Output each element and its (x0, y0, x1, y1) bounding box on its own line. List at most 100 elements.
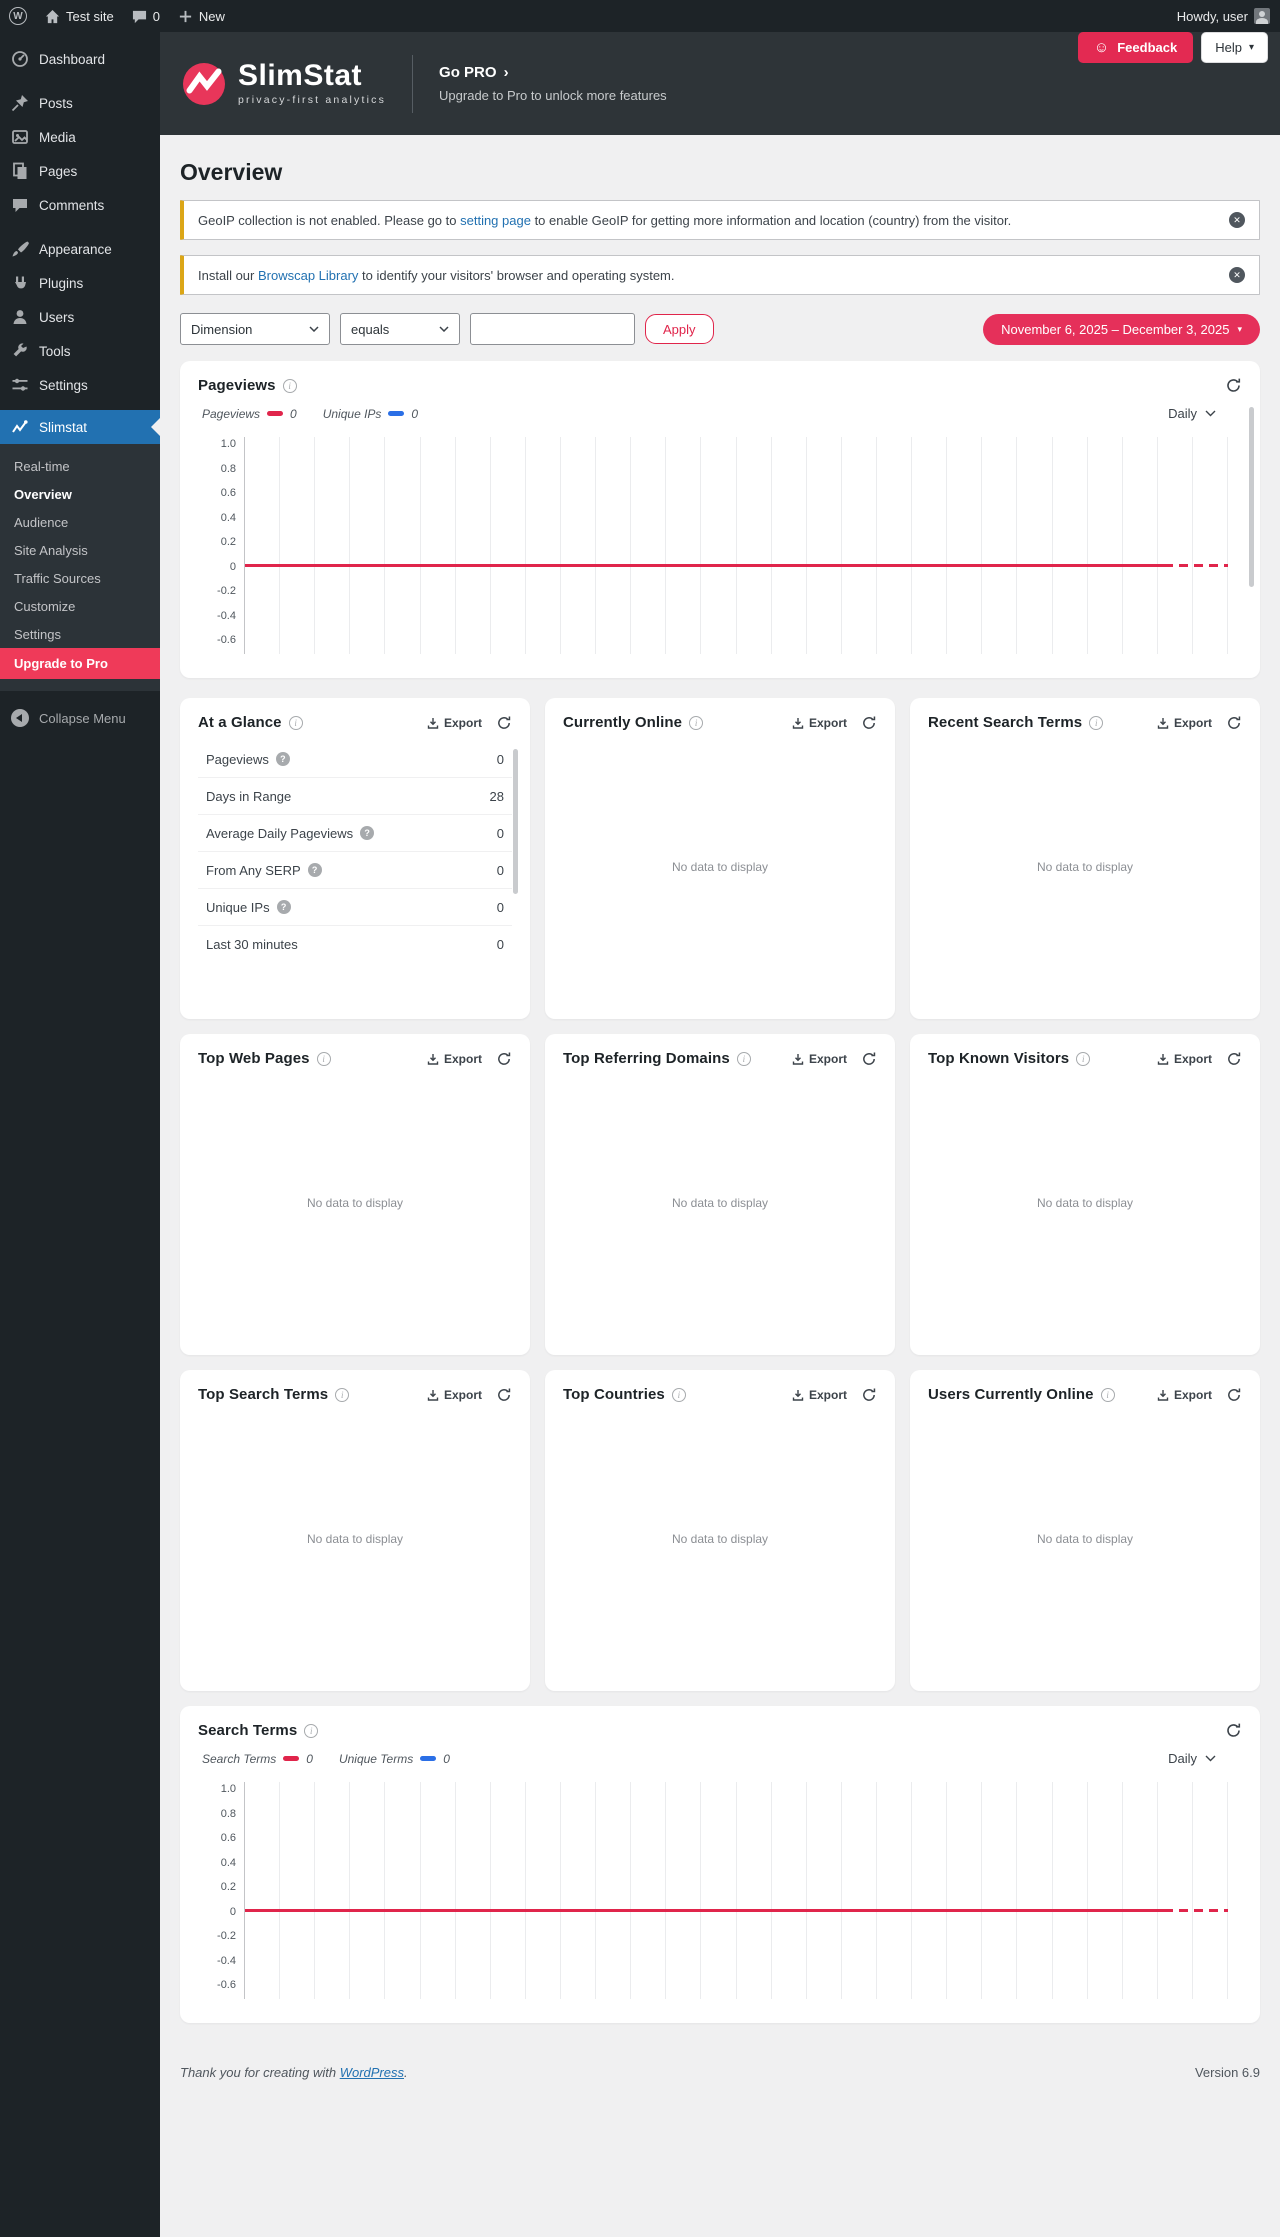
wordpress-link[interactable]: WordPress (339, 2065, 404, 2080)
export-button[interactable]: Export (792, 1388, 847, 1402)
submenu-upgrade-to-pro[interactable]: Upgrade to Pro (0, 648, 160, 679)
export-button[interactable]: Export (1157, 1052, 1212, 1066)
info-icon[interactable]: i (335, 1387, 350, 1402)
avatar (1254, 8, 1270, 24)
comments-icon (13, 199, 27, 212)
sidebar-item-dashboard[interactable]: Dashboard (0, 42, 160, 76)
panel-currently-online: Currently Online i Export No data to dis… (545, 698, 895, 1019)
plugin-icon (15, 276, 26, 289)
info-icon[interactable]: i (304, 1723, 319, 1738)
sidebar-item-appearance[interactable]: Appearance (0, 232, 160, 266)
submenu-customize[interactable]: Customize (14, 598, 76, 614)
submenu-audience[interactable]: Audience (14, 514, 69, 530)
export-button[interactable]: Export (427, 1388, 482, 1402)
sidebar-item-media[interactable]: Media (0, 120, 160, 154)
submenu-traffic-sources[interactable]: Traffic Sources (14, 570, 101, 586)
submenu-site-analysis[interactable]: Site Analysis (14, 542, 88, 558)
info-icon[interactable]: i (689, 715, 704, 730)
refresh-icon[interactable] (1226, 715, 1242, 731)
panel-users-currently-online: Users Currently Online i Export No data … (910, 1370, 1260, 1691)
pushpin-icon (11, 95, 28, 112)
period-select[interactable]: Daily (1168, 1751, 1242, 1766)
panel-title: Top Countries (563, 1386, 665, 1403)
info-icon[interactable]: i (282, 378, 297, 393)
list-scrollbar[interactable] (513, 749, 518, 894)
legend-swatch-red (267, 411, 284, 416)
export-button[interactable]: Export (427, 716, 482, 730)
refresh-icon[interactable] (496, 1051, 512, 1067)
browscap-library-link[interactable]: Browscap Library (257, 267, 359, 283)
sidebar-item-tools[interactable]: Tools (0, 334, 160, 368)
submenu-real-time[interactable]: Real-time (14, 458, 70, 474)
admin-bar-comments[interactable]: 0 (123, 0, 169, 32)
go-pro-block[interactable]: Go PRO › Upgrade to Pro to unlock more f… (439, 64, 667, 103)
sidebar-item-users[interactable]: Users (0, 300, 160, 334)
refresh-icon[interactable] (861, 1051, 877, 1067)
sidebar-item-pages[interactable]: Pages (0, 154, 160, 188)
refresh-icon[interactable] (861, 1387, 877, 1403)
feedback-button[interactable]: ☺ Feedback (1077, 32, 1194, 63)
info-icon[interactable]: i (1076, 1051, 1091, 1066)
refresh-icon[interactable] (496, 1387, 512, 1403)
info-icon[interactable]: i (1100, 1387, 1115, 1402)
help-icon[interactable]: ? (360, 826, 375, 840)
setting-page-link[interactable]: setting page (460, 212, 531, 228)
info-icon[interactable]: i (288, 715, 303, 730)
admin-bar-account[interactable]: Howdy, user (1177, 8, 1280, 24)
date-range-button[interactable]: November 6, 2025 – December 3, 2025 ▾ (983, 313, 1260, 345)
admin-bar-site-name[interactable]: Test site (36, 0, 123, 32)
collapse-menu-button[interactable]: Collapse Menu (0, 699, 160, 737)
dimension-select[interactable]: Dimension (180, 313, 330, 345)
export-button[interactable]: Export (792, 716, 847, 730)
filter-value-input[interactable] (470, 313, 635, 345)
help-icon[interactable]: ? (307, 863, 322, 877)
operator-select[interactable]: equals (340, 313, 460, 345)
refresh-icon[interactable] (1225, 1722, 1242, 1739)
dismiss-notice-icon[interactable]: ✕ (1229, 267, 1245, 283)
help-icon[interactable]: ? (275, 752, 290, 766)
export-button[interactable]: Export (427, 1052, 482, 1066)
submenu-overview[interactable]: Overview (14, 486, 72, 502)
line-chart: 1.0 0.8 0.6 0.4 0.2 0 -0.2 -0.4 -0.6 (198, 437, 1242, 654)
sidebar-item-comments[interactable]: Comments (0, 188, 160, 222)
info-icon[interactable]: i (671, 1387, 686, 1402)
refresh-icon[interactable] (861, 715, 877, 731)
export-button[interactable]: Export (1157, 716, 1212, 730)
export-icon (792, 717, 804, 729)
caret-down-icon: ▾ (1248, 42, 1254, 53)
panel-top-web-pages: Top Web Pages i Export No data to displa… (180, 1034, 530, 1355)
apply-button[interactable]: Apply (645, 314, 714, 344)
panel-title: Currently Online (563, 714, 683, 731)
series-projection-dashed (1164, 1909, 1228, 1912)
info-icon[interactable]: i (316, 1051, 331, 1066)
smiley-icon: ☺ (1093, 39, 1110, 56)
glance-row-days-in-range: Days in Range 28 (198, 778, 512, 815)
refresh-icon[interactable] (496, 715, 512, 731)
help-button[interactable]: Help ▾ (1201, 32, 1268, 63)
sidebar-item-slimstat[interactable]: Slimstat (0, 410, 160, 444)
info-icon[interactable]: i (1089, 715, 1104, 730)
version-text: Version 6.9 (1194, 2065, 1260, 2080)
period-select[interactable]: Daily (1168, 406, 1242, 421)
sidebar-item-posts[interactable]: Posts (0, 86, 160, 120)
info-icon[interactable]: i (736, 1051, 751, 1066)
wordpress-logo-icon[interactable]: W (0, 0, 36, 32)
refresh-icon[interactable] (1226, 1387, 1242, 1403)
dismiss-notice-icon[interactable]: ✕ (1229, 212, 1245, 228)
export-icon (792, 1389, 804, 1401)
sidebar-item-settings[interactable]: Settings (0, 368, 160, 402)
sidebar-item-plugins[interactable]: Plugins (0, 266, 160, 300)
panel-top-countries: Top Countries i Export No data to displa… (545, 1370, 895, 1691)
panel-top-referring-domains: Top Referring Domains i Export No data t… (545, 1034, 895, 1355)
refresh-icon[interactable] (1225, 377, 1242, 394)
no-data-text: No data to display (671, 1532, 769, 1546)
export-button[interactable]: Export (792, 1052, 847, 1066)
refresh-icon[interactable] (1226, 1051, 1242, 1067)
export-button[interactable]: Export (1157, 1388, 1212, 1402)
legend-swatch-blue (388, 411, 405, 416)
help-icon[interactable]: ? (276, 900, 291, 914)
export-icon (1157, 717, 1169, 729)
panel-scrollbar[interactable] (1249, 407, 1254, 587)
admin-bar-new[interactable]: New (169, 0, 234, 32)
submenu-settings[interactable]: Settings (14, 626, 61, 642)
